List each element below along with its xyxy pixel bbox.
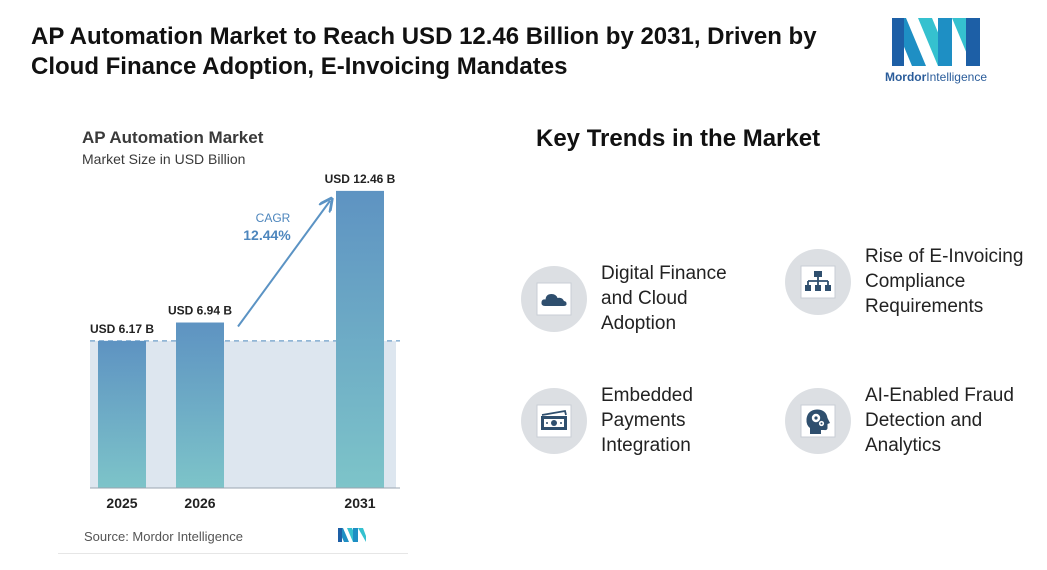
trend-item-e-invoicing: Rise of E-Invoicing Compliance Requireme… <box>785 244 1025 319</box>
cagr-label: CAGR <box>256 211 291 225</box>
mordor-intelligence-logo: MordorIntelligence <box>880 14 992 88</box>
value-label-2031: USD 12.46 B <box>325 172 396 186</box>
cloud-icon <box>521 265 587 332</box>
brain-gear-icon <box>785 387 851 454</box>
category-label-2025: 2025 <box>106 495 137 511</box>
logo-brand-text: Mordor <box>884 70 927 84</box>
cagr-arrow <box>237 201 330 328</box>
trend-label: Rise of E-Invoicing Compliance Requireme… <box>865 246 1024 317</box>
category-label-2026: 2026 <box>184 495 215 511</box>
headline-line-2: Cloud Finance Adoption, E-Invoicing Mand… <box>31 53 568 80</box>
headline-line-1: AP Automation Market to Reach USD 12.46 … <box>31 23 817 50</box>
trend-item-embedded-payments: Embedded Payments Integration <box>521 383 751 458</box>
cash-icon <box>521 387 587 454</box>
bar-chart-svg: USD 6.17 B 2025 USD 6.94 B 2026 USD 12.46 B 2… <box>90 172 400 542</box>
logo-mark-icon <box>892 18 980 66</box>
value-label-2025: USD 6.17 B <box>90 322 154 336</box>
trend-item-digital-finance: Digital Finance and Cloud Adoption <box>521 261 751 336</box>
logo-suffix-text: Intelligence <box>926 70 988 84</box>
footer-logo-icon <box>338 528 366 542</box>
trend-label: Embedded Payments Integration <box>601 385 693 456</box>
hierarchy-icon <box>785 248 851 315</box>
trend-item-ai-fraud-detection: AI-Enabled Fraud Detection and Analytics <box>785 383 1035 458</box>
logo-wordmark: MordorIntelligence <box>880 70 992 84</box>
page-headline: AP Automation Market to Reach USD 12.46 … <box>31 22 871 82</box>
value-label-2026: USD 6.94 B <box>168 304 232 318</box>
bar-2026 <box>176 322 224 488</box>
trends-heading: Key Trends in the Market <box>536 125 821 152</box>
cagr-value: 12.44% <box>243 227 291 243</box>
chart-source: Source: Mordor Intelligence <box>84 529 243 544</box>
chart-title: AP Automation Market <box>82 128 264 147</box>
bar-2031 <box>336 190 384 488</box>
category-label-2031: 2031 <box>344 495 375 511</box>
market-size-chart: USD 6.17 B 2025 USD 6.94 B 2026 USD 12.46 B 2… <box>58 108 408 554</box>
chart-subtitle: Market Size in USD Billion <box>82 151 246 167</box>
bar-2025 <box>98 340 146 488</box>
trend-label: Digital Finance and Cloud Adoption <box>601 263 727 334</box>
trend-label: AI-Enabled Fraud Detection and Analytics <box>865 385 1014 456</box>
